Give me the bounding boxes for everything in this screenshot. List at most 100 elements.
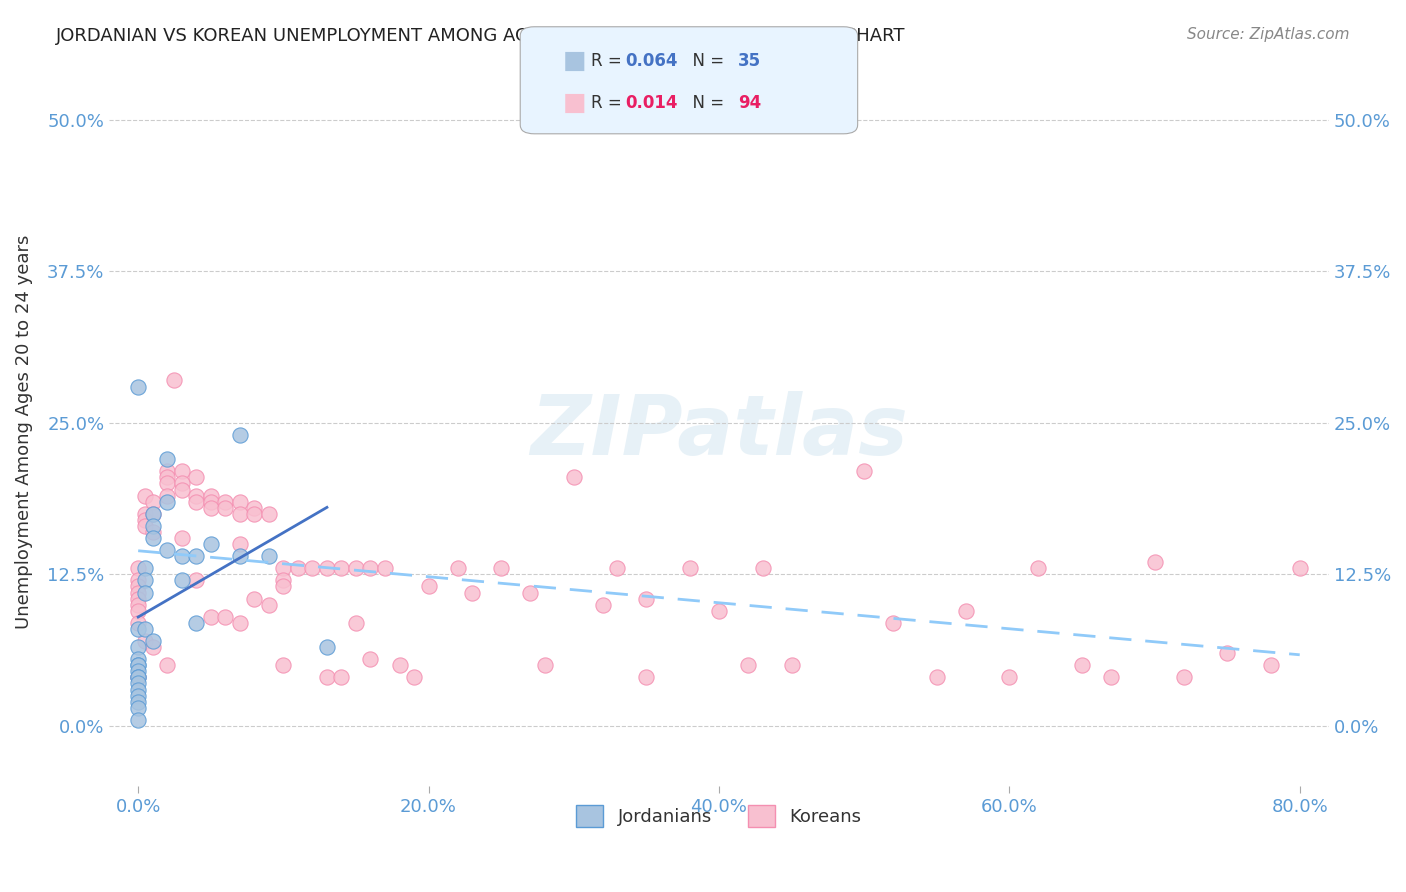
Point [257,598,280,612]
Point [127,700,149,714]
Point [127,640,149,654]
Point [127,682,149,697]
Point [562,470,585,484]
Point [127,689,149,703]
Point [170,483,193,497]
Text: JORDANIAN VS KOREAN UNEMPLOYMENT AMONG AGES 20 TO 24 YEARS CORRELATION CHART: JORDANIAN VS KOREAN UNEMPLOYMENT AMONG A… [56,27,905,45]
Point [853,464,876,478]
Point [127,658,149,673]
Point [134,489,156,503]
Point [156,658,179,673]
Point [229,549,252,564]
Point [142,519,165,533]
Point [1260,658,1282,673]
Point [142,507,165,521]
Point [156,476,179,491]
Point [1216,646,1239,660]
Point [127,670,149,684]
Point [257,507,280,521]
Point [316,561,339,575]
Point [1028,561,1050,575]
Point [186,494,208,508]
Point [533,658,555,673]
Point [170,549,193,564]
Point [273,561,295,575]
Point [592,598,614,612]
Text: ■: ■ [562,49,586,72]
Point [186,470,208,484]
Point [163,374,186,388]
Text: R =: R = [591,52,627,70]
Point [127,658,149,673]
Point [186,574,208,588]
Point [156,464,179,478]
Point [127,695,149,709]
Point [519,585,541,599]
Point [127,574,149,588]
Point [636,591,658,606]
Point [200,489,222,503]
Point [780,658,803,673]
Point [679,561,702,575]
Point [156,470,179,484]
Point [134,622,156,636]
Point [388,658,411,673]
Point [134,634,156,648]
Point [1071,658,1094,673]
Point [446,561,468,575]
Text: 94: 94 [738,94,762,112]
Point [214,609,236,624]
Point [134,507,156,521]
Point [925,670,948,684]
Point [418,580,440,594]
Point [636,670,658,684]
Point [882,615,904,630]
Point [127,585,149,599]
Legend: Jordanians, Koreans: Jordanians, Koreans [569,797,869,834]
Point [127,665,149,679]
Text: N =: N = [682,52,730,70]
Point [134,561,156,575]
Point [127,670,149,684]
Point [170,476,193,491]
Point [186,489,208,503]
Point [229,507,252,521]
Text: Source: ZipAtlas.com: Source: ZipAtlas.com [1187,27,1350,42]
Point [1143,555,1166,569]
Point [330,561,353,575]
Text: R =: R = [591,94,627,112]
Point [461,585,484,599]
Point [127,652,149,666]
Point [142,640,165,654]
Point [229,428,252,442]
Point [229,537,252,551]
Text: 0.064: 0.064 [626,52,678,70]
Point [127,622,149,636]
Point [273,658,295,673]
Point [243,591,266,606]
Point [127,713,149,727]
Point [127,604,149,618]
Point [142,531,165,545]
Point [316,640,339,654]
Point [489,561,512,575]
Point [330,670,353,684]
Point [142,494,165,508]
Point [316,670,339,684]
Text: ZIPatlas: ZIPatlas [530,392,908,473]
Point [402,670,425,684]
Point [156,494,179,508]
Point [142,634,165,648]
Point [127,676,149,690]
Point [257,549,280,564]
Point [359,561,381,575]
Point [156,452,179,467]
Text: N =: N = [682,94,730,112]
Point [156,489,179,503]
Point [134,519,156,533]
Point [737,658,759,673]
Point [243,507,266,521]
Point [955,604,977,618]
Point [170,574,193,588]
Point [200,500,222,515]
